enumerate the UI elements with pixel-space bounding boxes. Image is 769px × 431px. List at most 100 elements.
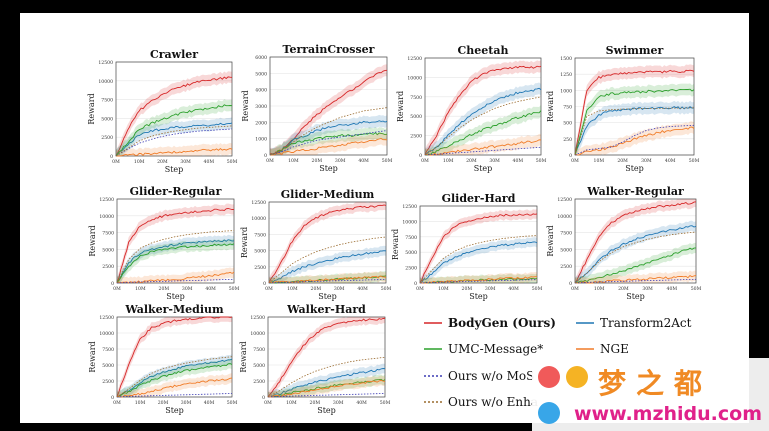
subplot-walker-hard: Walker-Hard 0 2500 5000 7500 10000 12500 0M 10M 2… bbox=[239, 303, 391, 415]
x-tick-label: 40M bbox=[205, 286, 216, 292]
y-tick-label: 1500 bbox=[560, 56, 572, 62]
series-line-ours-w-o-mos bbox=[574, 278, 697, 284]
x-tick-label: 40M bbox=[357, 286, 368, 292]
series-line-ours-w-o-mos bbox=[424, 146, 542, 156]
x-tick-label: 20M bbox=[159, 286, 170, 292]
watermark-url: www.mzhidu.com bbox=[574, 403, 763, 425]
series-band bbox=[117, 354, 232, 397]
y-axis-label: Reward bbox=[240, 227, 249, 258]
series-line-ours-w-o-mos bbox=[116, 393, 232, 398]
x-tick-label: 30M bbox=[485, 286, 496, 292]
series-line-nge bbox=[575, 275, 697, 284]
y-tick-label: 12500 bbox=[250, 315, 265, 321]
x-tick-label: 40M bbox=[513, 158, 524, 164]
y-tick-label: 1000 bbox=[560, 88, 572, 94]
y-tick-label: 1250 bbox=[560, 72, 572, 78]
series-line-transform2act bbox=[115, 122, 233, 157]
x-tick-label: 30M bbox=[335, 158, 346, 164]
x-axis-label: Step bbox=[319, 164, 338, 173]
y-tick-label: 5000 bbox=[101, 116, 113, 122]
series-band bbox=[117, 203, 234, 283]
subplot-title: TerrainCrosser bbox=[283, 43, 375, 56]
x-tick-label: 20M bbox=[462, 286, 473, 292]
watermark-face-icon bbox=[538, 402, 560, 424]
subplot-title: Glider-Medium bbox=[281, 188, 375, 201]
x-tick-label: 40M bbox=[667, 286, 678, 292]
x-tick-label: 30M bbox=[489, 158, 500, 164]
x-tick-label: 50M bbox=[227, 400, 238, 406]
series-line-ours-w-o-enha bbox=[116, 230, 235, 284]
x-tick-label: 50M bbox=[691, 286, 702, 292]
series-line-nge bbox=[116, 377, 233, 398]
series-line-nge bbox=[268, 275, 387, 284]
legend-label: BodyGen (Ours) bbox=[448, 316, 556, 330]
series-band bbox=[270, 132, 387, 155]
subplot-glider-medium: Glider-Medium 0 2500 5000 7500 10000 12500 0M 10… bbox=[240, 188, 392, 301]
x-tick-label: 0M bbox=[264, 400, 272, 406]
y-tick-label: 10000 bbox=[99, 331, 114, 337]
x-tick-label: 30M bbox=[334, 286, 345, 292]
x-axis-label: Step bbox=[317, 406, 336, 415]
y-tick-label: 2500 bbox=[405, 266, 417, 272]
series-line-ours-w-o-enha bbox=[574, 231, 697, 284]
series-line-bodygen-ours- bbox=[419, 213, 538, 284]
y-tick-label: 5000 bbox=[102, 363, 114, 369]
y-tick-label: 10000 bbox=[99, 214, 114, 220]
series-line-nge bbox=[268, 379, 386, 398]
y-axis-label: Reward bbox=[87, 93, 96, 124]
series-line-bodygen-ours- bbox=[268, 204, 387, 284]
series-line-bodygen-ours- bbox=[424, 65, 542, 156]
series-line-ours-w-o-enha bbox=[269, 107, 388, 156]
y-tick-label: 7500 bbox=[101, 98, 113, 104]
x-tick-label: 10M bbox=[135, 286, 146, 292]
subplot-title: Walker-Hard bbox=[286, 303, 366, 316]
y-tick-label: 12500 bbox=[402, 204, 417, 210]
x-tick-label: 40M bbox=[204, 400, 215, 406]
x-tick-label: 30M bbox=[333, 400, 344, 406]
series-band bbox=[575, 83, 694, 155]
series-line-transform2act bbox=[116, 239, 235, 284]
x-tick-label: 0M bbox=[112, 159, 120, 165]
series-band bbox=[116, 117, 232, 156]
series-line-nge bbox=[270, 138, 388, 156]
x-tick-label: 40M bbox=[358, 158, 369, 164]
x-tick-label: 50M bbox=[381, 286, 392, 292]
series-line-umc-message- bbox=[116, 243, 235, 283]
series-line-bodygen-ours- bbox=[269, 69, 388, 155]
series-line-umc-message- bbox=[574, 88, 695, 156]
y-tick-label: 7500 bbox=[254, 232, 266, 238]
y-axis-label: Reward bbox=[546, 225, 555, 256]
y-axis-label: Reward bbox=[391, 229, 400, 260]
legend-label: Ours w/o MoS bbox=[448, 369, 534, 383]
y-tick-label: 2500 bbox=[101, 135, 113, 141]
plot-frame bbox=[268, 201, 387, 284]
x-tick-label: 20M bbox=[311, 286, 322, 292]
x-axis-label: Step bbox=[469, 292, 488, 301]
subplot-walker-regular: Walker-Regular 0 2500 5000 7500 10000 12500 0M 1… bbox=[546, 185, 702, 301]
y-tick-label: 0 bbox=[419, 153, 422, 159]
y-tick-label: 10000 bbox=[250, 331, 265, 337]
x-axis-label: Step bbox=[166, 292, 185, 301]
x-tick-label: 40M bbox=[508, 286, 519, 292]
series-band bbox=[425, 133, 541, 155]
series-band bbox=[425, 82, 541, 155]
x-tick-label: 20M bbox=[618, 286, 629, 292]
series-line-bodygen-ours- bbox=[115, 76, 233, 157]
x-tick-label: 30M bbox=[182, 286, 193, 292]
y-tick-label: 0 bbox=[263, 281, 266, 287]
x-tick-label: 0M bbox=[113, 286, 121, 292]
y-tick-label: 6000 bbox=[255, 55, 267, 61]
series-band bbox=[270, 114, 387, 155]
x-tick-label: 10M bbox=[134, 159, 145, 165]
x-tick-label: 0M bbox=[421, 158, 429, 164]
series-line-ours-w-o-enha bbox=[574, 107, 694, 156]
y-tick-label: 7500 bbox=[253, 347, 265, 353]
series-line-ours-w-o-enha bbox=[268, 236, 387, 284]
y-tick-label: 2000 bbox=[255, 120, 267, 126]
series-band bbox=[420, 237, 537, 283]
figure-sheet: Crawler 0 2500 5000 7500 10000 12500 0M 10M 20M 30… bbox=[20, 13, 749, 423]
y-tick-label: 500 bbox=[563, 121, 572, 127]
series-line-transform2act bbox=[116, 358, 233, 398]
y-tick-label: 1000 bbox=[255, 137, 267, 143]
